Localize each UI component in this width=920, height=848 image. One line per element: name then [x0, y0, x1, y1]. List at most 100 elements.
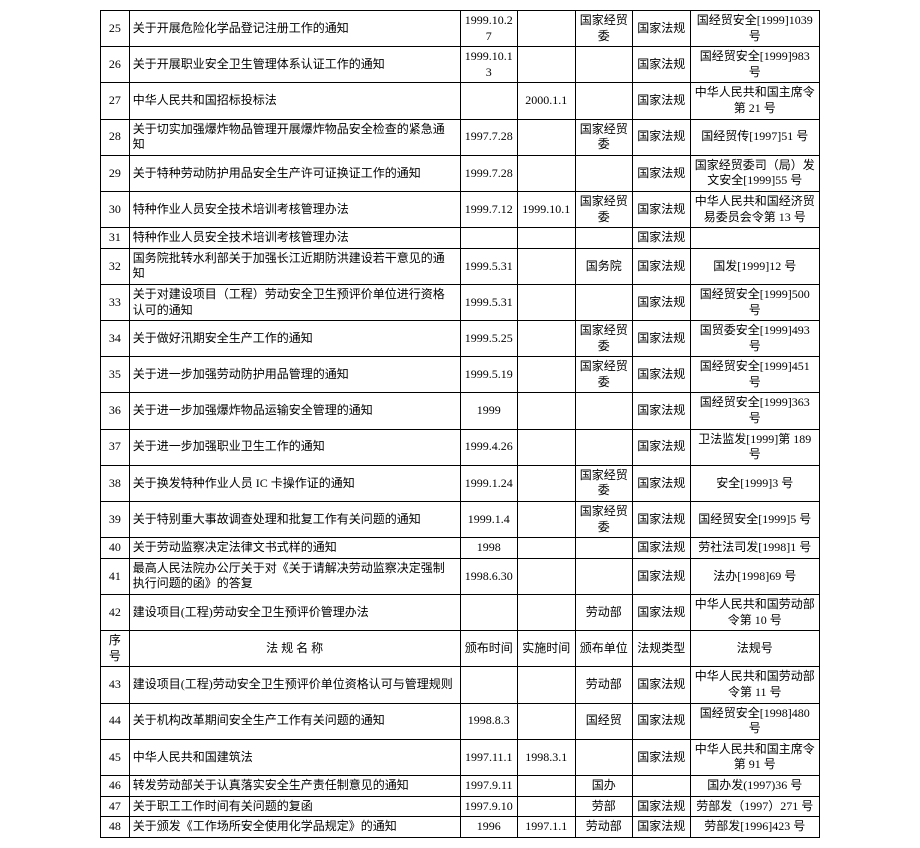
table-row-cell-4 — [575, 538, 633, 559]
table-row-cell-6: 中华人民共和国经济贸易委员会令第 13 号 — [690, 191, 819, 227]
table-row: 39关于特别重大事故调查处理和批复工作有关问题的通知1999.1.4国家经贸委国… — [101, 502, 820, 538]
table-row-cell-3 — [518, 357, 576, 393]
table-row-cell-0: 41 — [101, 558, 130, 594]
table-header-cell-5: 法规类型 — [633, 631, 691, 667]
table-row-cell-5: 国家法规 — [633, 83, 691, 119]
table-row: 35关于进一步加强劳动防护用品管理的通知1999.5.19国家经贸委国家法规国经… — [101, 357, 820, 393]
table-row: 45中华人民共和国建筑法1997.11.11998.3.1国家法规中华人民共和国… — [101, 739, 820, 775]
table-row-cell-2: 1997.7.28 — [460, 119, 518, 155]
table-row-cell-6 — [690, 228, 819, 249]
table-row-cell-4 — [575, 558, 633, 594]
table-row-cell-4: 国家经贸委 — [575, 357, 633, 393]
table-row-cell-5: 国家法规 — [633, 465, 691, 501]
table-row-cell-3 — [518, 11, 576, 47]
table-row: 25关于开展危险化学品登记注册工作的通知1999.10.27国家经贸委国家法规国… — [101, 11, 820, 47]
table-header-cell-4: 颁布单位 — [575, 631, 633, 667]
table-row-cell-6: 劳社法司发[1998]1 号 — [690, 538, 819, 559]
table-row-cell-3 — [518, 119, 576, 155]
table-row: 41最高人民法院办公厅关于对《关于请解决劳动监察决定强制执行问题的函》的答复19… — [101, 558, 820, 594]
table-row-cell-5: 国家法规 — [633, 155, 691, 191]
table-row-cell-3 — [518, 502, 576, 538]
table-row: 40关于劳动监察决定法律文书式样的通知1998国家法规劳社法司发[1998]1 … — [101, 538, 820, 559]
table-row-cell-0: 40 — [101, 538, 130, 559]
table-row-cell-3: 1998.3.1 — [518, 739, 576, 775]
table-row-cell-2: 1999.5.19 — [460, 357, 518, 393]
table-row-cell-4: 劳部 — [575, 796, 633, 817]
table-row-cell-2: 1999.10.13 — [460, 47, 518, 83]
table-row-cell-1: 关于对建设项目（工程）劳动安全卫生预评价单位进行资格认可的通知 — [129, 284, 460, 320]
table-row-cell-1: 关于颁发《工作场所安全使用化学品规定》的通知 — [129, 817, 460, 838]
table-row: 33关于对建设项目（工程）劳动安全卫生预评价单位进行资格认可的通知1999.5.… — [101, 284, 820, 320]
table-row-cell-1: 中华人民共和国建筑法 — [129, 739, 460, 775]
regulation-table: 25关于开展危险化学品登记注册工作的通知1999.10.27国家经贸委国家法规国… — [100, 10, 820, 838]
table-row: 31特种作业人员安全技术培训考核管理办法国家法规 — [101, 228, 820, 249]
table-row-cell-5: 国家法规 — [633, 357, 691, 393]
table-row-cell-0: 31 — [101, 228, 130, 249]
table-row-cell-5: 国家法规 — [633, 502, 691, 538]
table-header: 序号法 规 名 称颁布时间实施时间颁布单位法规类型法规号 — [101, 631, 820, 667]
table-row-cell-2: 1997.9.11 — [460, 775, 518, 796]
table-row-cell-3: 1999.10.1 — [518, 191, 576, 227]
table-row-cell-4: 国家经贸委 — [575, 11, 633, 47]
table-row-cell-2: 1997.11.1 — [460, 739, 518, 775]
table-row-cell-0: 28 — [101, 119, 130, 155]
table-row-cell-0: 34 — [101, 321, 130, 357]
table-row-cell-1: 关于机构改革期间安全生产工作有关问题的通知 — [129, 703, 460, 739]
table-row-cell-4: 国家经贸委 — [575, 191, 633, 227]
table-row-cell-4 — [575, 393, 633, 429]
table-row-cell-6: 劳部发[1996]423 号 — [690, 817, 819, 838]
table-row: 30特种作业人员安全技术培训考核管理办法1999.7.121999.10.1国家… — [101, 191, 820, 227]
table-row-cell-6: 国经贸安全[1999]1039 号 — [690, 11, 819, 47]
table-row-cell-6: 国家经贸委司（局）发文安全[1999]55 号 — [690, 155, 819, 191]
table-row-cell-0: 43 — [101, 667, 130, 703]
table-row-cell-6: 国经贸安全[1999]5 号 — [690, 502, 819, 538]
table-row-cell-5: 国家法规 — [633, 817, 691, 838]
table-row-cell-6: 国经贸安全[1999]983 号 — [690, 47, 819, 83]
table-row-cell-5: 国家法规 — [633, 119, 691, 155]
table-row: 38关于换发特种作业人员 IC 卡操作证的通知1999.1.24国家经贸委国家法… — [101, 465, 820, 501]
table-row-cell-5: 国家法规 — [633, 191, 691, 227]
table-row-cell-1: 关于切实加强爆炸物品管理开展爆炸物品安全检查的紧急通知 — [129, 119, 460, 155]
table-row-cell-3: 1997.1.1 — [518, 817, 576, 838]
table-row-cell-4 — [575, 228, 633, 249]
table-row-cell-5: 国家法规 — [633, 248, 691, 284]
table-row-cell-3 — [518, 393, 576, 429]
table-row-cell-6: 国经贸安全[1999]451 号 — [690, 357, 819, 393]
table-row-cell-6: 国贸委安全[1999]493 号 — [690, 321, 819, 357]
table-row: 36关于进一步加强爆炸物品运输安全管理的通知1999国家法规国经贸安全[1999… — [101, 393, 820, 429]
table-row-cell-3 — [518, 465, 576, 501]
table-row: 32国务院批转水利部关于加强长江近期防洪建设若干意见的通知1999.5.31国务… — [101, 248, 820, 284]
table-row-cell-5: 国家法规 — [633, 703, 691, 739]
table-header-cell-0: 序号 — [101, 631, 130, 667]
table-row-cell-4: 国家经贸委 — [575, 502, 633, 538]
table-row-cell-3 — [518, 667, 576, 703]
table-row-cell-4: 国家经贸委 — [575, 465, 633, 501]
table-row-cell-4: 劳动部 — [575, 667, 633, 703]
table-row-cell-3 — [518, 595, 576, 631]
table-row-cell-0: 42 — [101, 595, 130, 631]
table-row-cell-3: 2000.1.1 — [518, 83, 576, 119]
table-row-cell-0: 29 — [101, 155, 130, 191]
table-row-cell-2: 1999.5.31 — [460, 248, 518, 284]
table-row-cell-5: 国家法规 — [633, 11, 691, 47]
table-row-cell-0: 46 — [101, 775, 130, 796]
table-row-cell-1: 关于进一步加强职业卫生工作的通知 — [129, 429, 460, 465]
table-row-cell-2: 1999.5.31 — [460, 284, 518, 320]
table-row-cell-1: 国务院批转水利部关于加强长江近期防洪建设若干意见的通知 — [129, 248, 460, 284]
table-row-cell-3 — [518, 429, 576, 465]
table-header-cell-2: 颁布时间 — [460, 631, 518, 667]
table-row-cell-6: 安全[1999]3 号 — [690, 465, 819, 501]
table-row-cell-2: 1999.1.24 — [460, 465, 518, 501]
table-row-cell-1: 关于换发特种作业人员 IC 卡操作证的通知 — [129, 465, 460, 501]
table-row-cell-2: 1997.9.10 — [460, 796, 518, 817]
table-row-cell-6: 中华人民共和国主席令第 21 号 — [690, 83, 819, 119]
table-row-cell-1: 关于特种劳动防护用品安全生产许可证换证工作的通知 — [129, 155, 460, 191]
table-row-cell-0: 35 — [101, 357, 130, 393]
table-row-cell-5: 国家法规 — [633, 429, 691, 465]
table-row-cell-1: 关于做好汛期安全生产工作的通知 — [129, 321, 460, 357]
table-row-cell-6: 中华人民共和国劳动部令第 10 号 — [690, 595, 819, 631]
table-row-cell-6: 法办[1998]69 号 — [690, 558, 819, 594]
table-row-cell-4 — [575, 155, 633, 191]
table-row: 28关于切实加强爆炸物品管理开展爆炸物品安全检查的紧急通知1997.7.28 国家… — [101, 119, 820, 155]
table-row-cell-4 — [575, 284, 633, 320]
